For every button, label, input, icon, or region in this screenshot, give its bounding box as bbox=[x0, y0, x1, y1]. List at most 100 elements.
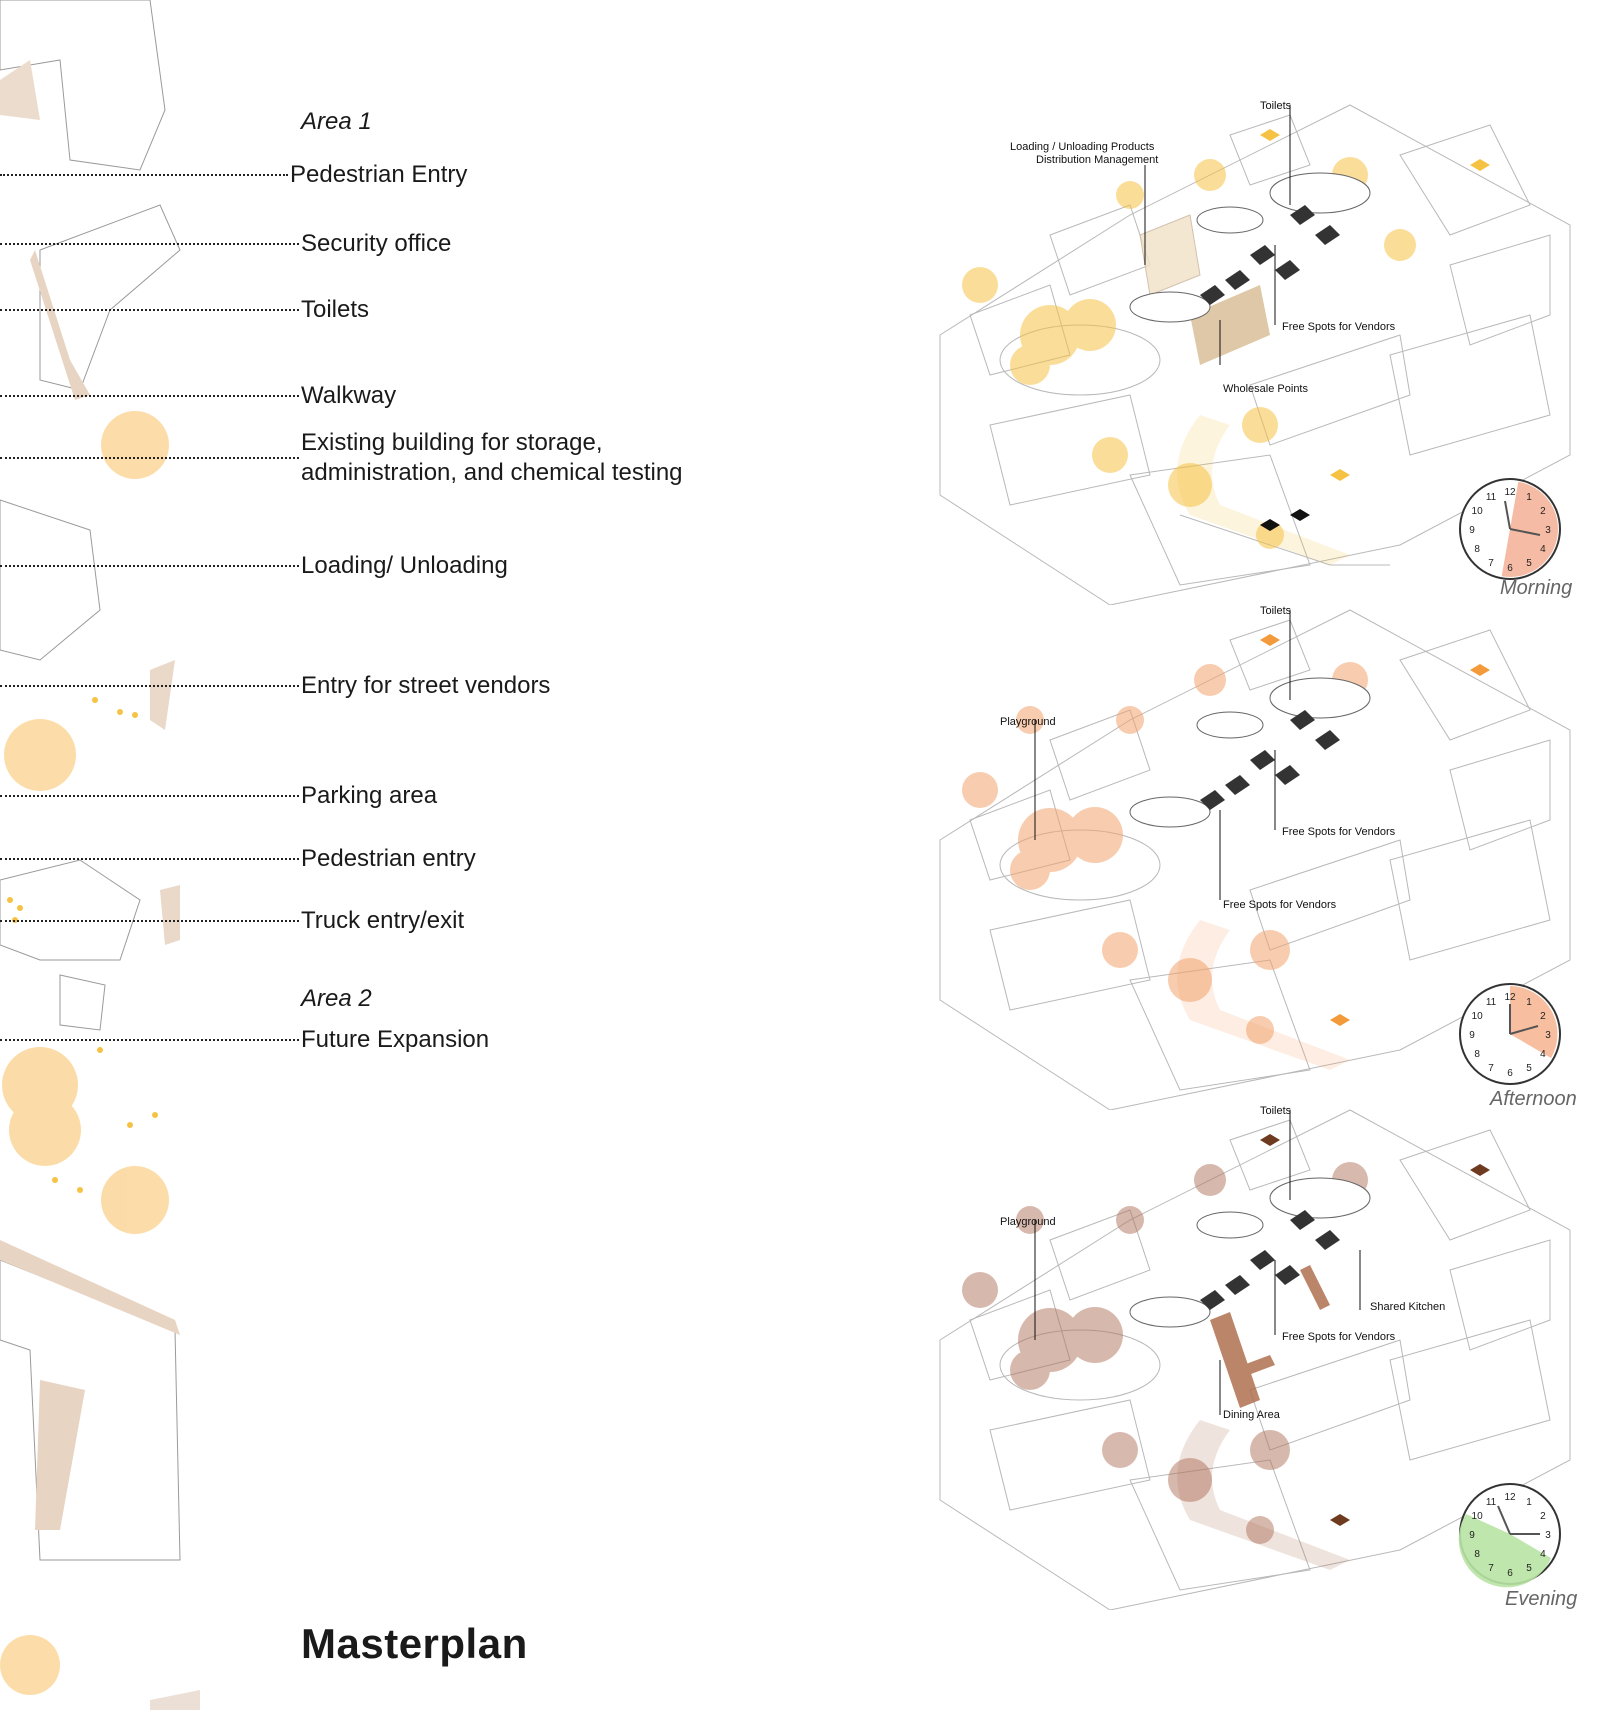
axonometric-evening: Toilets Playground Shared Kitchen Free S… bbox=[939, 1105, 1571, 1610]
legend-label: Pedestrian entry bbox=[301, 845, 476, 872]
panel-evening: Toilets Playground Shared Kitchen Free S… bbox=[930, 1100, 1600, 1610]
legend-row: Existing building for storage, administr… bbox=[0, 428, 741, 488]
clock-numeral: 8 bbox=[1474, 544, 1480, 555]
clock-numeral: 7 bbox=[1488, 1063, 1494, 1074]
callout-toilets: Toilets bbox=[1260, 605, 1292, 617]
leader-line bbox=[0, 858, 299, 860]
legend-label: Toilets bbox=[301, 296, 370, 323]
clock-numeral: 4 bbox=[1540, 544, 1546, 555]
leader-line bbox=[0, 309, 299, 311]
panel-afternoon: Toilets Playground Free Spots for Vendor… bbox=[930, 600, 1600, 1110]
legend-label: Security office bbox=[301, 230, 452, 257]
clock-numeral: 1 bbox=[1526, 492, 1532, 503]
callout-toilets: Toilets bbox=[1260, 1105, 1292, 1117]
legend-row: Entry for street vendors bbox=[0, 671, 550, 701]
clock-numeral: 1 bbox=[1526, 1497, 1532, 1508]
legend-label: Entry for street vendors bbox=[301, 672, 551, 699]
clock-numeral: 6 bbox=[1507, 563, 1513, 574]
clock-numeral: 6 bbox=[1507, 1568, 1513, 1579]
clock-numeral: 3 bbox=[1545, 1030, 1551, 1041]
clock-numeral: 1 bbox=[1526, 997, 1532, 1008]
legend-label: Parking area bbox=[301, 782, 438, 809]
clock-numeral: 9 bbox=[1469, 525, 1475, 536]
leader-line bbox=[0, 795, 299, 797]
clock-numeral: 11 bbox=[1486, 492, 1497, 503]
clock-numeral: 8 bbox=[1474, 1049, 1480, 1060]
callout-playground: Playground bbox=[1000, 1216, 1056, 1228]
legend: Area 1 Pedestrian Entry Security office … bbox=[0, 0, 760, 1100]
area-2-heading: Area 2 bbox=[301, 985, 372, 1012]
panel-morning: Toilets Loading / Unloading Products Dis… bbox=[930, 95, 1600, 605]
legend-row: Pedestrian Entry bbox=[0, 160, 467, 190]
legend-row: Pedestrian entry bbox=[0, 844, 476, 874]
legend-row: Loading/ Unloading bbox=[0, 551, 508, 581]
axonometric-morning: Toilets Loading / Unloading Products Dis… bbox=[939, 100, 1571, 605]
callout-free-spots: Free Spots for Vendors bbox=[1282, 1331, 1396, 1343]
leader-line bbox=[0, 920, 299, 922]
clock-numeral: 3 bbox=[1545, 1530, 1551, 1541]
callout-free-spots-2: Free Spots for Vendors bbox=[1223, 899, 1337, 911]
clock-numeral: 9 bbox=[1469, 1030, 1475, 1041]
clock-numeral: 4 bbox=[1540, 1549, 1546, 1560]
legend-label: Walkway bbox=[301, 382, 397, 409]
left-site-plan bbox=[0, 0, 200, 1710]
callout-free-spots-1: Free Spots for Vendors bbox=[1282, 826, 1396, 838]
clock-numeral: 11 bbox=[1486, 997, 1497, 1008]
clock-numeral: 7 bbox=[1488, 1563, 1494, 1574]
clock-numeral: 12 bbox=[1504, 487, 1516, 498]
leader-line bbox=[0, 565, 299, 567]
legend-label: Pedestrian Entry bbox=[290, 161, 468, 188]
time-of-day-evening: Evening bbox=[1505, 1588, 1578, 1610]
clock-numeral: 9 bbox=[1469, 1530, 1475, 1541]
clock-numeral: 7 bbox=[1488, 558, 1494, 569]
clock-numeral: 10 bbox=[1472, 1511, 1484, 1522]
callout-toilets: Toilets bbox=[1260, 100, 1292, 112]
leader-line bbox=[0, 395, 299, 397]
leader-line bbox=[0, 243, 299, 245]
clock-numeral: 2 bbox=[1540, 506, 1546, 517]
legend-row: Toilets bbox=[0, 295, 369, 325]
area-1-heading: Area 1 bbox=[301, 108, 372, 135]
clock-numeral: 10 bbox=[1472, 1011, 1484, 1022]
callout-wholesale: Wholesale Points bbox=[1223, 383, 1308, 395]
clock-numeral: 11 bbox=[1486, 1497, 1497, 1508]
clock-numeral: 8 bbox=[1474, 1549, 1480, 1560]
legend-row: Truck entry/exit bbox=[0, 906, 464, 936]
axonometric-afternoon: Toilets Playground Free Spots for Vendor… bbox=[939, 605, 1571, 1110]
callout-dining-area: Dining Area bbox=[1223, 1409, 1281, 1421]
callout-shared-kitchen: Shared Kitchen bbox=[1370, 1301, 1445, 1313]
time-of-day-morning: Morning bbox=[1500, 577, 1573, 599]
page-title: Masterplan bbox=[301, 1620, 528, 1667]
clock-numeral: 10 bbox=[1472, 506, 1484, 517]
clock-numeral: 2 bbox=[1540, 1011, 1546, 1022]
legend-label: Loading/ Unloading bbox=[301, 552, 508, 579]
leader-line bbox=[0, 457, 299, 459]
clock-numeral: 4 bbox=[1540, 1049, 1546, 1060]
clock-numeral: 6 bbox=[1507, 1068, 1513, 1079]
legend-label: Future Expansion bbox=[301, 1026, 490, 1053]
time-of-day-afternoon: Afternoon bbox=[1490, 1088, 1577, 1110]
legend-row: Security office bbox=[0, 229, 451, 259]
legend-label: Truck entry/exit bbox=[301, 907, 465, 934]
clock-numeral: 2 bbox=[1540, 1511, 1546, 1522]
leader-line bbox=[0, 1039, 299, 1041]
callout-free-spots: Free Spots for Vendors bbox=[1282, 321, 1396, 333]
clock-numeral: 5 bbox=[1526, 1063, 1532, 1074]
clock-numeral: 12 bbox=[1504, 992, 1516, 1003]
callout-loading: Loading / Unloading Products bbox=[1010, 141, 1155, 153]
legend-label: Existing building for storage, administr… bbox=[301, 429, 683, 486]
leader-line bbox=[0, 174, 288, 176]
clock-numeral: 5 bbox=[1526, 1563, 1532, 1574]
callout-playground: Playground bbox=[1000, 716, 1056, 728]
leader-line bbox=[0, 685, 299, 687]
legend-row: Parking area bbox=[0, 781, 437, 811]
legend-row: Future Expansion bbox=[0, 1025, 489, 1055]
clock-numeral: 3 bbox=[1545, 525, 1551, 536]
clock-numeral: 5 bbox=[1526, 558, 1532, 569]
clock-numeral: 12 bbox=[1504, 1492, 1516, 1503]
callout-distribution: Distribution Management bbox=[1036, 154, 1158, 166]
legend-row: Walkway bbox=[0, 381, 396, 411]
